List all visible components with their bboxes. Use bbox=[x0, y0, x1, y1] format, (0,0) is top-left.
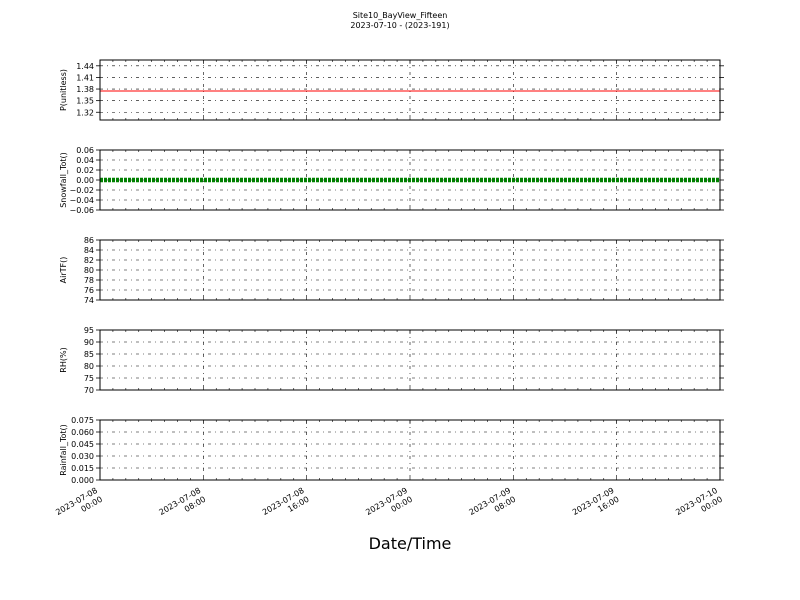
panel-4-ytick-label: 0.075 bbox=[71, 416, 94, 425]
panel-1-ytick-label: 0.00 bbox=[76, 176, 94, 185]
panel-1-ytick-label: 0.04 bbox=[76, 156, 94, 165]
panel-2-frame bbox=[99, 239, 721, 301]
panel-1-ytick-label: 0.02 bbox=[76, 166, 94, 175]
panel-4-ytick-label: 0.000 bbox=[71, 476, 94, 485]
figure-title: Site10_BayView_Fifteen bbox=[352, 11, 448, 20]
panel-0-ytick-label: 1.32 bbox=[76, 108, 94, 117]
panel-2-ytick-label: 78 bbox=[84, 276, 94, 285]
panel-0-ylabel: P(unitless) bbox=[59, 69, 68, 111]
panel-2-ytick-label: 84 bbox=[84, 246, 94, 255]
panel-1-ytick-label: −0.04 bbox=[69, 196, 94, 205]
panel-4-frame bbox=[99, 419, 721, 481]
panel-2-ylabel: AirTF() bbox=[59, 257, 68, 284]
panel-2-ytick-label: 86 bbox=[84, 236, 94, 245]
panel-4-series-line bbox=[100, 479, 720, 480]
panel-3-ytick-label: 90 bbox=[84, 338, 94, 347]
panel-3-ylabel: RH(%) bbox=[59, 347, 68, 372]
panel-0-frame bbox=[99, 59, 721, 121]
panel-1-frame bbox=[99, 149, 721, 211]
panel-1-ytick-label: 0.06 bbox=[76, 146, 94, 155]
x-axis-label: Date/Time bbox=[368, 534, 452, 553]
panel-3-ytick-label: 95 bbox=[84, 326, 94, 335]
panel-4-ytick-label: 0.030 bbox=[71, 452, 94, 461]
panel-4-ytick-label: 0.045 bbox=[71, 440, 94, 449]
panel-4-ytick-label: 0.060 bbox=[71, 428, 94, 437]
panel-4-ylabel: Rainfall_Tot() bbox=[59, 424, 68, 476]
panel-0-ytick-label: 1.41 bbox=[76, 73, 94, 82]
panel-2-ytick-label: 74 bbox=[84, 296, 94, 305]
panel-0-ytick-label: 1.44 bbox=[76, 62, 94, 71]
panel-1-ytick-label: −0.06 bbox=[69, 206, 94, 215]
panel-3-ytick-label: 70 bbox=[84, 386, 94, 395]
panel-3-ytick-label: 80 bbox=[84, 362, 94, 371]
panel-2-ytick-label: 76 bbox=[84, 286, 94, 295]
panel-3-frame bbox=[99, 329, 721, 391]
panel-1-ytick-label: −0.02 bbox=[69, 186, 94, 195]
panel-2-ytick-label: 80 bbox=[84, 266, 94, 275]
panel-2-ytick-label: 82 bbox=[84, 256, 94, 265]
figure-subtitle: 2023-07-10 - (2023-191) bbox=[350, 21, 450, 30]
panel-0-ytick-label: 1.35 bbox=[76, 97, 94, 106]
panel-3-ytick-label: 85 bbox=[84, 350, 94, 359]
panel-3-ytick-label: 75 bbox=[84, 374, 94, 383]
panel-1-ylabel: Snowfall_Tot() bbox=[59, 152, 68, 208]
panel-4-ytick-label: 0.015 bbox=[71, 464, 94, 473]
panel-0-ytick-label: 1.38 bbox=[76, 85, 94, 94]
